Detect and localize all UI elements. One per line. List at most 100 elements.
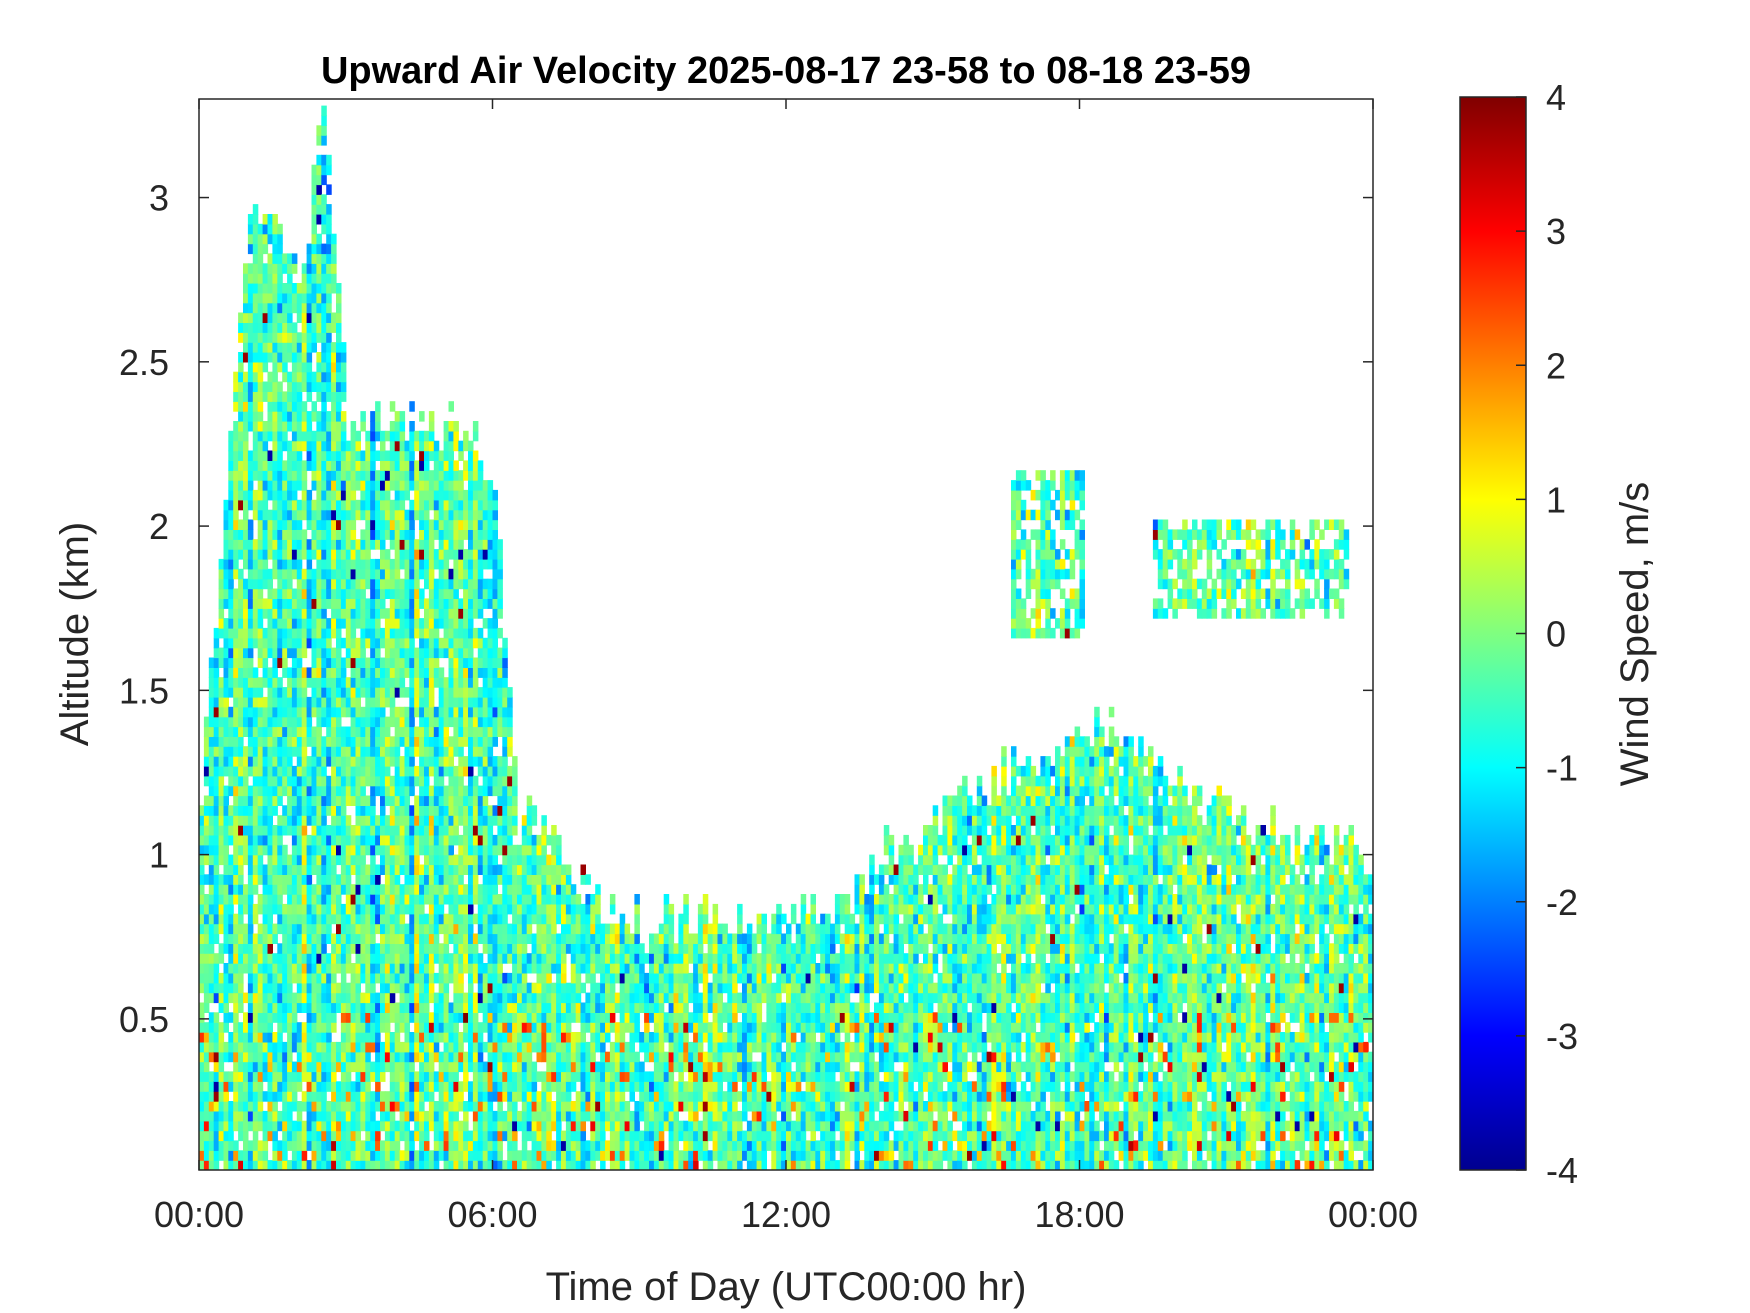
velocity-cell — [419, 549, 425, 560]
velocity-cell — [296, 1002, 303, 1013]
velocity-cell — [370, 1120, 376, 1132]
velocity-cell — [291, 1150, 298, 1161]
velocity-cell — [487, 864, 494, 875]
velocity-cell — [321, 115, 327, 126]
velocity-cell — [384, 696, 391, 708]
velocity-cell — [306, 411, 313, 422]
velocity-cell — [228, 716, 234, 728]
velocity-cell — [306, 627, 313, 639]
velocity-cell — [238, 933, 244, 944]
velocity-cell — [301, 726, 308, 737]
velocity-cell — [238, 332, 244, 343]
velocity-cell — [282, 844, 288, 856]
velocity-cell — [321, 263, 327, 274]
velocity-cell — [389, 1041, 396, 1053]
velocity-cell — [208, 894, 215, 905]
velocity-cell — [394, 529, 401, 540]
velocity-cell — [472, 1110, 479, 1122]
velocity-cell — [350, 943, 357, 954]
velocity-cell — [218, 618, 225, 629]
velocity-cell — [375, 519, 381, 530]
velocity-cell — [272, 903, 278, 915]
velocity-cell — [365, 913, 371, 925]
velocity-cell — [233, 401, 239, 412]
velocity-cell — [414, 844, 420, 856]
velocity-cell — [301, 992, 308, 1004]
velocity-cell — [257, 401, 264, 412]
velocity-cell — [218, 972, 225, 984]
velocity-cell — [252, 736, 259, 747]
velocity-cell — [502, 687, 508, 698]
velocity-cell — [336, 322, 342, 333]
velocity-cell — [287, 1130, 293, 1142]
velocity-cell — [233, 913, 239, 925]
velocity-cell — [512, 992, 518, 1004]
velocity-cell — [291, 608, 298, 619]
velocity-cell — [482, 539, 489, 550]
velocity-cell — [370, 627, 376, 639]
velocity-cell — [228, 1130, 234, 1142]
velocity-cell — [277, 539, 283, 550]
velocity-cell — [277, 1110, 283, 1122]
velocity-cell — [468, 884, 474, 895]
velocity-cell — [272, 696, 278, 708]
velocity-cell — [311, 302, 317, 314]
velocity-cell — [492, 736, 498, 747]
velocity-cell — [487, 578, 494, 590]
velocity-cell — [507, 933, 513, 944]
velocity-cell — [272, 963, 278, 974]
velocity-cell — [306, 489, 313, 501]
velocity-cell — [272, 460, 278, 471]
velocity-cell — [375, 963, 381, 974]
velocity-cell — [267, 618, 273, 629]
velocity-cell — [458, 450, 464, 461]
velocity-cell — [389, 480, 396, 491]
velocity-cell — [296, 982, 303, 994]
velocity-cell — [448, 568, 454, 580]
velocity-cell — [541, 1032, 547, 1043]
velocity-cell — [365, 736, 371, 747]
velocity-cell — [443, 696, 450, 708]
velocity-cell — [350, 1051, 357, 1063]
velocity-cell — [438, 894, 445, 905]
velocity-cell — [438, 1061, 445, 1073]
velocity-cell — [531, 953, 538, 964]
velocity-cell — [365, 1130, 371, 1142]
velocity-cell — [360, 972, 366, 984]
velocity-cell — [296, 411, 303, 422]
velocity-cell — [243, 746, 249, 757]
velocity-cell — [512, 805, 518, 816]
velocity-cell — [389, 874, 396, 885]
velocity-cell — [340, 1041, 347, 1053]
velocity-cell — [472, 1150, 479, 1161]
velocity-cell — [541, 834, 547, 846]
velocity-cell — [404, 1012, 410, 1023]
velocity-cell — [380, 923, 386, 935]
velocity-cell — [370, 825, 376, 836]
velocity-cell — [282, 312, 288, 323]
velocity-cell — [272, 706, 278, 718]
velocity-cell — [394, 1041, 401, 1053]
velocity-cell — [443, 627, 450, 639]
velocity-cell — [291, 1130, 298, 1142]
velocity-cell — [433, 706, 440, 718]
velocity-cell — [287, 894, 293, 905]
velocity-cell — [252, 1022, 259, 1033]
velocity-cell — [487, 982, 494, 994]
velocity-cell — [492, 874, 498, 885]
velocity-cell — [424, 618, 430, 629]
velocity-cell — [463, 844, 469, 856]
velocity-cell — [370, 805, 376, 816]
velocity-cell — [482, 1160, 489, 1170]
velocity-cell — [424, 815, 430, 826]
velocity-cell — [360, 1041, 366, 1053]
velocity-cell — [399, 726, 406, 737]
velocity-cell — [203, 726, 210, 737]
velocity-cell — [247, 726, 254, 737]
velocity-cell — [238, 637, 244, 649]
velocity-cell — [458, 1160, 464, 1170]
velocity-cell — [257, 1081, 264, 1092]
velocity-cell — [384, 578, 391, 590]
velocity-cell — [482, 1130, 489, 1142]
velocity-cell — [492, 972, 498, 984]
